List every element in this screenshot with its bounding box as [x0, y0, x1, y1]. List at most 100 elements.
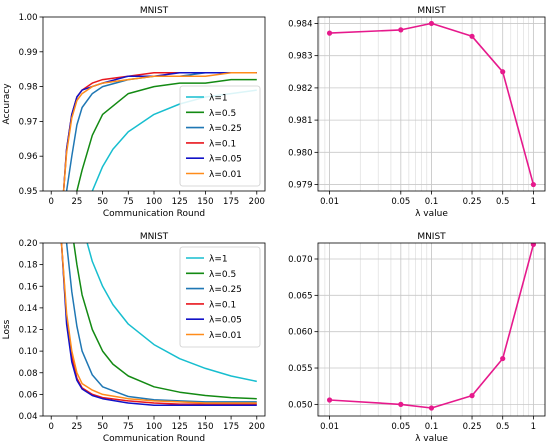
y-tick-label: 0.984 — [288, 19, 312, 29]
legend-label: λ=0.5 — [209, 270, 236, 280]
x-axis-label: λ value — [415, 434, 448, 444]
y-tick-label: 0.95 — [19, 187, 38, 197]
x-tick-label: 1 — [531, 422, 536, 432]
series-line — [62, 71, 257, 191]
series-line — [65, 243, 257, 403]
x-tick-label: 200 — [249, 197, 265, 207]
legend-label: λ=0.1 — [209, 300, 236, 310]
y-tick-label: 0.979 — [288, 181, 312, 191]
x-tick-label: 0.25 — [463, 197, 482, 207]
x-tick-label: 0.1 — [425, 197, 439, 207]
x-tick-label: 0 — [49, 197, 54, 207]
legend-label: λ=0.05 — [209, 155, 242, 165]
legend-label: λ=1 — [209, 255, 228, 265]
x-tick-label: 175 — [223, 422, 239, 432]
legend-label: λ=0.25 — [209, 124, 242, 134]
lambda-curve — [329, 244, 535, 409]
y-axis-label: Loss — [2, 319, 12, 339]
y-tick-label: 0.16 — [19, 282, 38, 292]
y-tick-label: 0.08 — [19, 369, 38, 379]
series-group — [62, 71, 257, 191]
y-tick-label: 0.065 — [288, 291, 312, 301]
y-axis-label: Accuracy — [2, 83, 12, 125]
x-tick-label: 0.5 — [496, 197, 510, 207]
data-point — [469, 393, 475, 399]
legend: λ=1 λ=0.5 λ=0.25 λ=0.1 λ=0.05 λ=0.01 — [179, 85, 261, 187]
series-line — [60, 243, 257, 404]
data-point — [500, 69, 506, 75]
y-tick-label: 0.060 — [288, 328, 312, 338]
x-tick-label: 0.5 — [496, 422, 510, 432]
x-tick-label: 50 — [97, 422, 108, 432]
legend-label: λ=0.01 — [209, 331, 242, 341]
x-tick-label: 0.01 — [320, 197, 339, 207]
legend-label: λ=1 — [209, 94, 228, 104]
data-point — [500, 355, 506, 362]
x-tick-label: 0.05 — [391, 197, 410, 207]
x-axis-label: Communication Round — [103, 434, 205, 444]
y-tick-label: 0.055 — [288, 364, 312, 374]
legend: λ=1 λ=0.5 λ=0.25 λ=0.1 λ=0.05 λ=0.01 — [179, 246, 261, 348]
x-tick-label: 200 — [249, 422, 265, 432]
x-tick-label: 175 — [223, 197, 239, 207]
x-tick-label: 150 — [197, 197, 213, 207]
y-tick-label: 0.14 — [19, 304, 38, 314]
data-point — [428, 20, 435, 27]
y-tick-label: 0.982 — [288, 84, 312, 94]
y-tick-label: 0.96 — [19, 152, 38, 162]
y-tick-label: 0.983 — [288, 52, 312, 62]
data-point — [398, 27, 404, 33]
series-line — [60, 243, 257, 406]
x-tick-label: 150 — [197, 422, 213, 432]
series-group — [60, 243, 257, 406]
x-tick-label: 75 — [123, 197, 134, 207]
x-axis-label: Communication Round — [103, 209, 205, 219]
x-tick-label: 0.01 — [320, 422, 339, 432]
chart-title: MNIST — [417, 232, 446, 242]
legend-label: λ=0.01 — [209, 170, 242, 180]
data-point — [530, 243, 536, 248]
x-tick-label: 0.05 — [391, 422, 410, 432]
legend-box — [179, 246, 261, 348]
x-tick-label: 25 — [72, 422, 83, 432]
series-line — [86, 243, 257, 383]
legend-label: λ=0.05 — [209, 316, 242, 326]
series-group — [326, 243, 536, 411]
data-point — [326, 397, 333, 403]
grid — [318, 243, 545, 416]
legend-box — [179, 85, 261, 187]
loss-vs-lambda-chart: 0.01 0.05 0.1 0.25 0.5 1 0.050 0.055 0.060 0.065 0… — [288, 232, 546, 444]
y-tick-label: 0.12 — [19, 326, 38, 336]
y-tick-label: 0.050 — [288, 400, 312, 410]
series-group — [326, 20, 536, 188]
x-tick-label: 50 — [97, 197, 108, 207]
x-tick-label: 125 — [172, 422, 188, 432]
legend-label: λ=0.25 — [209, 285, 242, 295]
data-point — [428, 405, 435, 411]
data-point — [326, 30, 333, 36]
legend-label: λ=0.1 — [209, 139, 236, 149]
chart-title: MNIST — [140, 232, 169, 242]
y-tick-label: 0.06 — [19, 390, 38, 400]
data-point — [398, 401, 404, 407]
accuracy-vs-lambda-chart: 0.01 0.05 0.1 0.25 0.5 1 0.979 0.980 0.981 0.982 0… — [288, 6, 546, 219]
chart-title: MNIST — [140, 6, 169, 16]
x-tick-label: 0 — [49, 422, 54, 432]
chart-title: MNIST — [417, 6, 446, 16]
y-tick-label: 0.18 — [19, 261, 38, 271]
x-tick-label: 100 — [146, 422, 162, 432]
y-tick-label: 0.981 — [288, 116, 312, 126]
y-tick-label: 0.070 — [288, 255, 312, 265]
y-tick-label: 0.97 — [19, 117, 38, 127]
y-tick-label: 0.10 — [19, 347, 38, 357]
accuracy-vs-round-chart: 0 25 50 75 100 125 150 175 200 0.95 0.96 0.97 0.98 0.… — [2, 6, 266, 219]
y-tick-label: 0.04 — [19, 412, 38, 422]
series-line — [76, 78, 257, 191]
x-tick-label: 0.25 — [463, 422, 482, 432]
y-tick-label: 0.20 — [19, 239, 38, 249]
y-tick-label: 0.98 — [19, 83, 38, 93]
lambda-curve — [329, 22, 535, 185]
x-tick-label: 1 — [531, 197, 536, 207]
x-tick-label: 75 — [123, 422, 134, 432]
